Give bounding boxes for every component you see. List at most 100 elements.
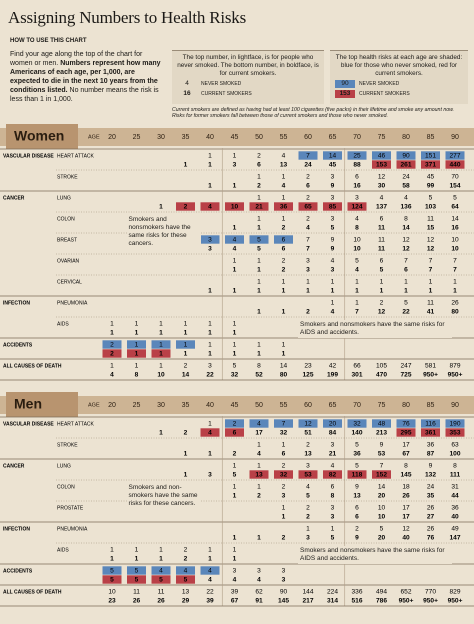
section-title: Women <box>14 128 64 144</box>
never-value: 4 <box>282 152 286 159</box>
smoker-value: 199 <box>327 371 338 378</box>
top-risk-shade <box>323 419 342 428</box>
age: 90 <box>451 402 459 409</box>
smoker-value: 1 <box>257 308 261 315</box>
never-value: 1 <box>257 194 261 201</box>
risk-table: Women AGE 20 25 30 35 40 45 50 55 60 65 70 75 80 85 90VA… <box>0 124 474 607</box>
never-value: 7 <box>453 257 457 264</box>
top-risk-shade <box>396 160 416 169</box>
top-risk-shade <box>151 340 171 349</box>
smoker-value: 1 <box>257 266 261 273</box>
age: 40 <box>206 134 214 141</box>
never-value: 4 <box>233 236 237 243</box>
row-label: COLON <box>57 484 75 490</box>
top-risk-shade <box>249 235 269 244</box>
top-risk-shade <box>176 202 195 211</box>
smoker-value: 12 <box>427 245 435 252</box>
age: 70 <box>353 134 361 141</box>
never-value: 2 <box>306 194 310 201</box>
legend-label: CURRENT SMOKERS <box>201 91 252 97</box>
never-value: 2 <box>306 504 310 511</box>
never-value: 6 <box>282 236 286 243</box>
smoker-value: 5 <box>135 576 139 583</box>
never-value: 13 <box>182 588 190 595</box>
never-value: 49 <box>451 525 459 532</box>
never-value: 12 <box>304 420 312 427</box>
smoker-value: 3 <box>233 161 237 168</box>
never-value: 1 <box>257 441 261 448</box>
smoker-value: 22 <box>206 371 214 378</box>
never-value: 10 <box>108 588 116 595</box>
smoker-value: 1 <box>184 471 188 478</box>
never-value: 32 <box>353 420 361 427</box>
never-value: 22 <box>206 588 214 595</box>
smoker-value: 1 <box>208 450 212 457</box>
smoker-value: 99 <box>427 182 435 189</box>
smoker-value: 1 <box>208 350 212 357</box>
row-label: COLON <box>57 216 75 222</box>
smoker-value: 88 <box>353 161 361 168</box>
smoker-value: 36 <box>280 203 288 210</box>
top-risk-shade <box>102 566 122 575</box>
top-risk-shade <box>102 340 122 349</box>
never-value: 6 <box>355 504 359 511</box>
never-value: 70 <box>451 173 459 180</box>
never-value: 63 <box>451 441 459 448</box>
never-value: 25 <box>353 152 361 159</box>
top-risk-shade <box>421 151 440 160</box>
age: 55 <box>280 134 288 141</box>
smoker-value: 22 <box>402 308 410 315</box>
legend-row: 4 NEVER SMOKED <box>177 80 319 88</box>
never-value: 7 <box>380 462 384 469</box>
instructions-text: No number means the risk is less than 1 … <box>10 87 159 103</box>
smoker-value: 30 <box>378 182 386 189</box>
never-value: 62 <box>255 588 263 595</box>
smoker-value: 1 <box>233 555 237 562</box>
age: 75 <box>378 134 386 141</box>
top-risk-shade <box>396 419 416 428</box>
never-value: 105 <box>376 362 387 369</box>
never-value: 5 <box>453 194 457 201</box>
smoker-value: 1 <box>184 329 188 336</box>
smoker-value: 10 <box>157 371 165 378</box>
smoker-value: 2 <box>282 224 286 231</box>
never-value: 1 <box>110 362 114 369</box>
age: 90 <box>451 134 459 141</box>
smoker-value: 3 <box>208 471 212 478</box>
smoker-value: 41 <box>427 308 435 315</box>
legend-value: 153 <box>335 90 355 98</box>
smoker-value: 301 <box>351 371 362 378</box>
smoker-value: 44 <box>451 492 459 499</box>
smoker-value: 100 <box>449 450 460 457</box>
top-risk-shade <box>127 349 146 358</box>
age: 50 <box>255 134 263 141</box>
never-value: 2 <box>184 546 188 553</box>
smoker-value: 725 <box>400 371 411 378</box>
never-value: 1 <box>306 278 310 285</box>
group-label: CANCER <box>3 195 25 201</box>
smoker-value: 145 <box>278 597 289 604</box>
never-value: 1 <box>257 215 261 222</box>
legend-value: 16 <box>183 90 191 97</box>
smoker-value: 45 <box>329 161 337 168</box>
top-risk-shade <box>347 419 367 428</box>
smoker-value: 1 <box>135 350 139 357</box>
smoker-value: 6 <box>404 266 408 273</box>
age: 85 <box>427 134 435 141</box>
age: 60 <box>304 402 312 409</box>
smoker-value: 6 <box>233 429 237 436</box>
smoker-value: 10 <box>353 245 361 252</box>
smoker-value: 2 <box>257 182 261 189</box>
never-value: 1 <box>208 420 212 427</box>
age: 35 <box>182 402 190 409</box>
smoker-value: 58 <box>402 182 410 189</box>
smoker-value: 67 <box>231 597 239 604</box>
smoker-value: 371 <box>425 161 436 168</box>
top-risk-shade <box>445 160 465 169</box>
smoker-value: 1 <box>257 287 261 294</box>
never-value: 581 <box>425 362 436 369</box>
never-value: 46 <box>378 152 386 159</box>
smoker-value: 20 <box>378 534 386 541</box>
smoker-value: 3 <box>331 266 335 273</box>
never-value: 10 <box>378 504 386 511</box>
